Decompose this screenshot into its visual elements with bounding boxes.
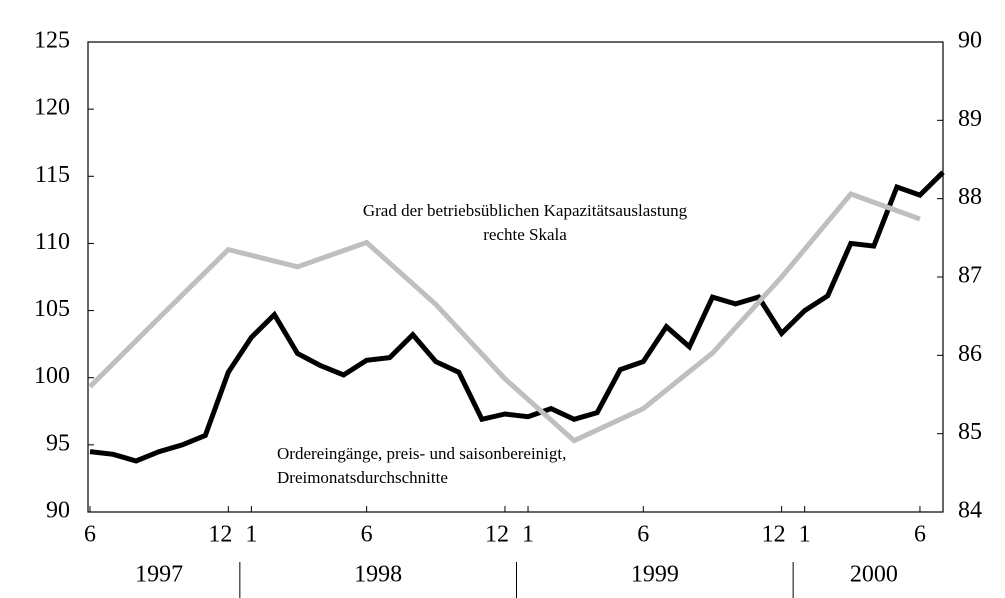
year-label: 1997 bbox=[135, 562, 183, 588]
x-tick-label: 6 bbox=[84, 522, 96, 548]
annotation: Ordereingänge, preis- und saisonbereinig… bbox=[277, 444, 566, 463]
y2-tick-label: 84 bbox=[958, 498, 982, 524]
x-tick-label: 6 bbox=[637, 522, 649, 548]
series-line bbox=[88, 191, 921, 444]
x-tick-label: 1 bbox=[799, 522, 811, 548]
y-tick-label: 120 bbox=[34, 95, 70, 121]
x-tick-label: 1 bbox=[245, 522, 257, 548]
y-tick-label: 125 bbox=[34, 28, 70, 54]
y-tick-label: 110 bbox=[35, 229, 70, 255]
y2-tick-label: 89 bbox=[958, 106, 982, 132]
year-label: 1998 bbox=[354, 562, 402, 588]
y2-tick-label: 86 bbox=[958, 341, 982, 367]
y-tick-label: 115 bbox=[35, 162, 70, 188]
y2-tick-label: 90 bbox=[958, 28, 982, 54]
x-tick-label: 12 bbox=[762, 522, 786, 548]
plot-frame bbox=[87, 41, 944, 513]
x-tick-label: 6 bbox=[914, 522, 926, 548]
year-label: 2000 bbox=[850, 562, 898, 588]
x-tick-label: 1 bbox=[522, 522, 534, 548]
annotation: Dreimonatsdurchschnitte bbox=[277, 468, 448, 487]
y2-tick-label: 85 bbox=[958, 419, 982, 445]
y2-tick-label: 87 bbox=[958, 263, 982, 289]
x-tick-label: 12 bbox=[485, 522, 509, 548]
y-tick-label: 95 bbox=[46, 430, 70, 456]
annotation: Grad der betriebsüblichen Kapazitätsausl… bbox=[363, 201, 688, 220]
y-tick-label: 100 bbox=[34, 363, 70, 389]
y-tick-label: 105 bbox=[34, 296, 70, 322]
series-line bbox=[89, 170, 945, 464]
y2-tick-label: 88 bbox=[958, 184, 982, 210]
year-label: 1999 bbox=[631, 562, 679, 588]
x-tick-label: 12 bbox=[208, 522, 232, 548]
y-tick-label: 90 bbox=[46, 498, 70, 524]
annotation: rechte Skala bbox=[483, 225, 567, 244]
x-tick-label: 6 bbox=[361, 522, 373, 548]
